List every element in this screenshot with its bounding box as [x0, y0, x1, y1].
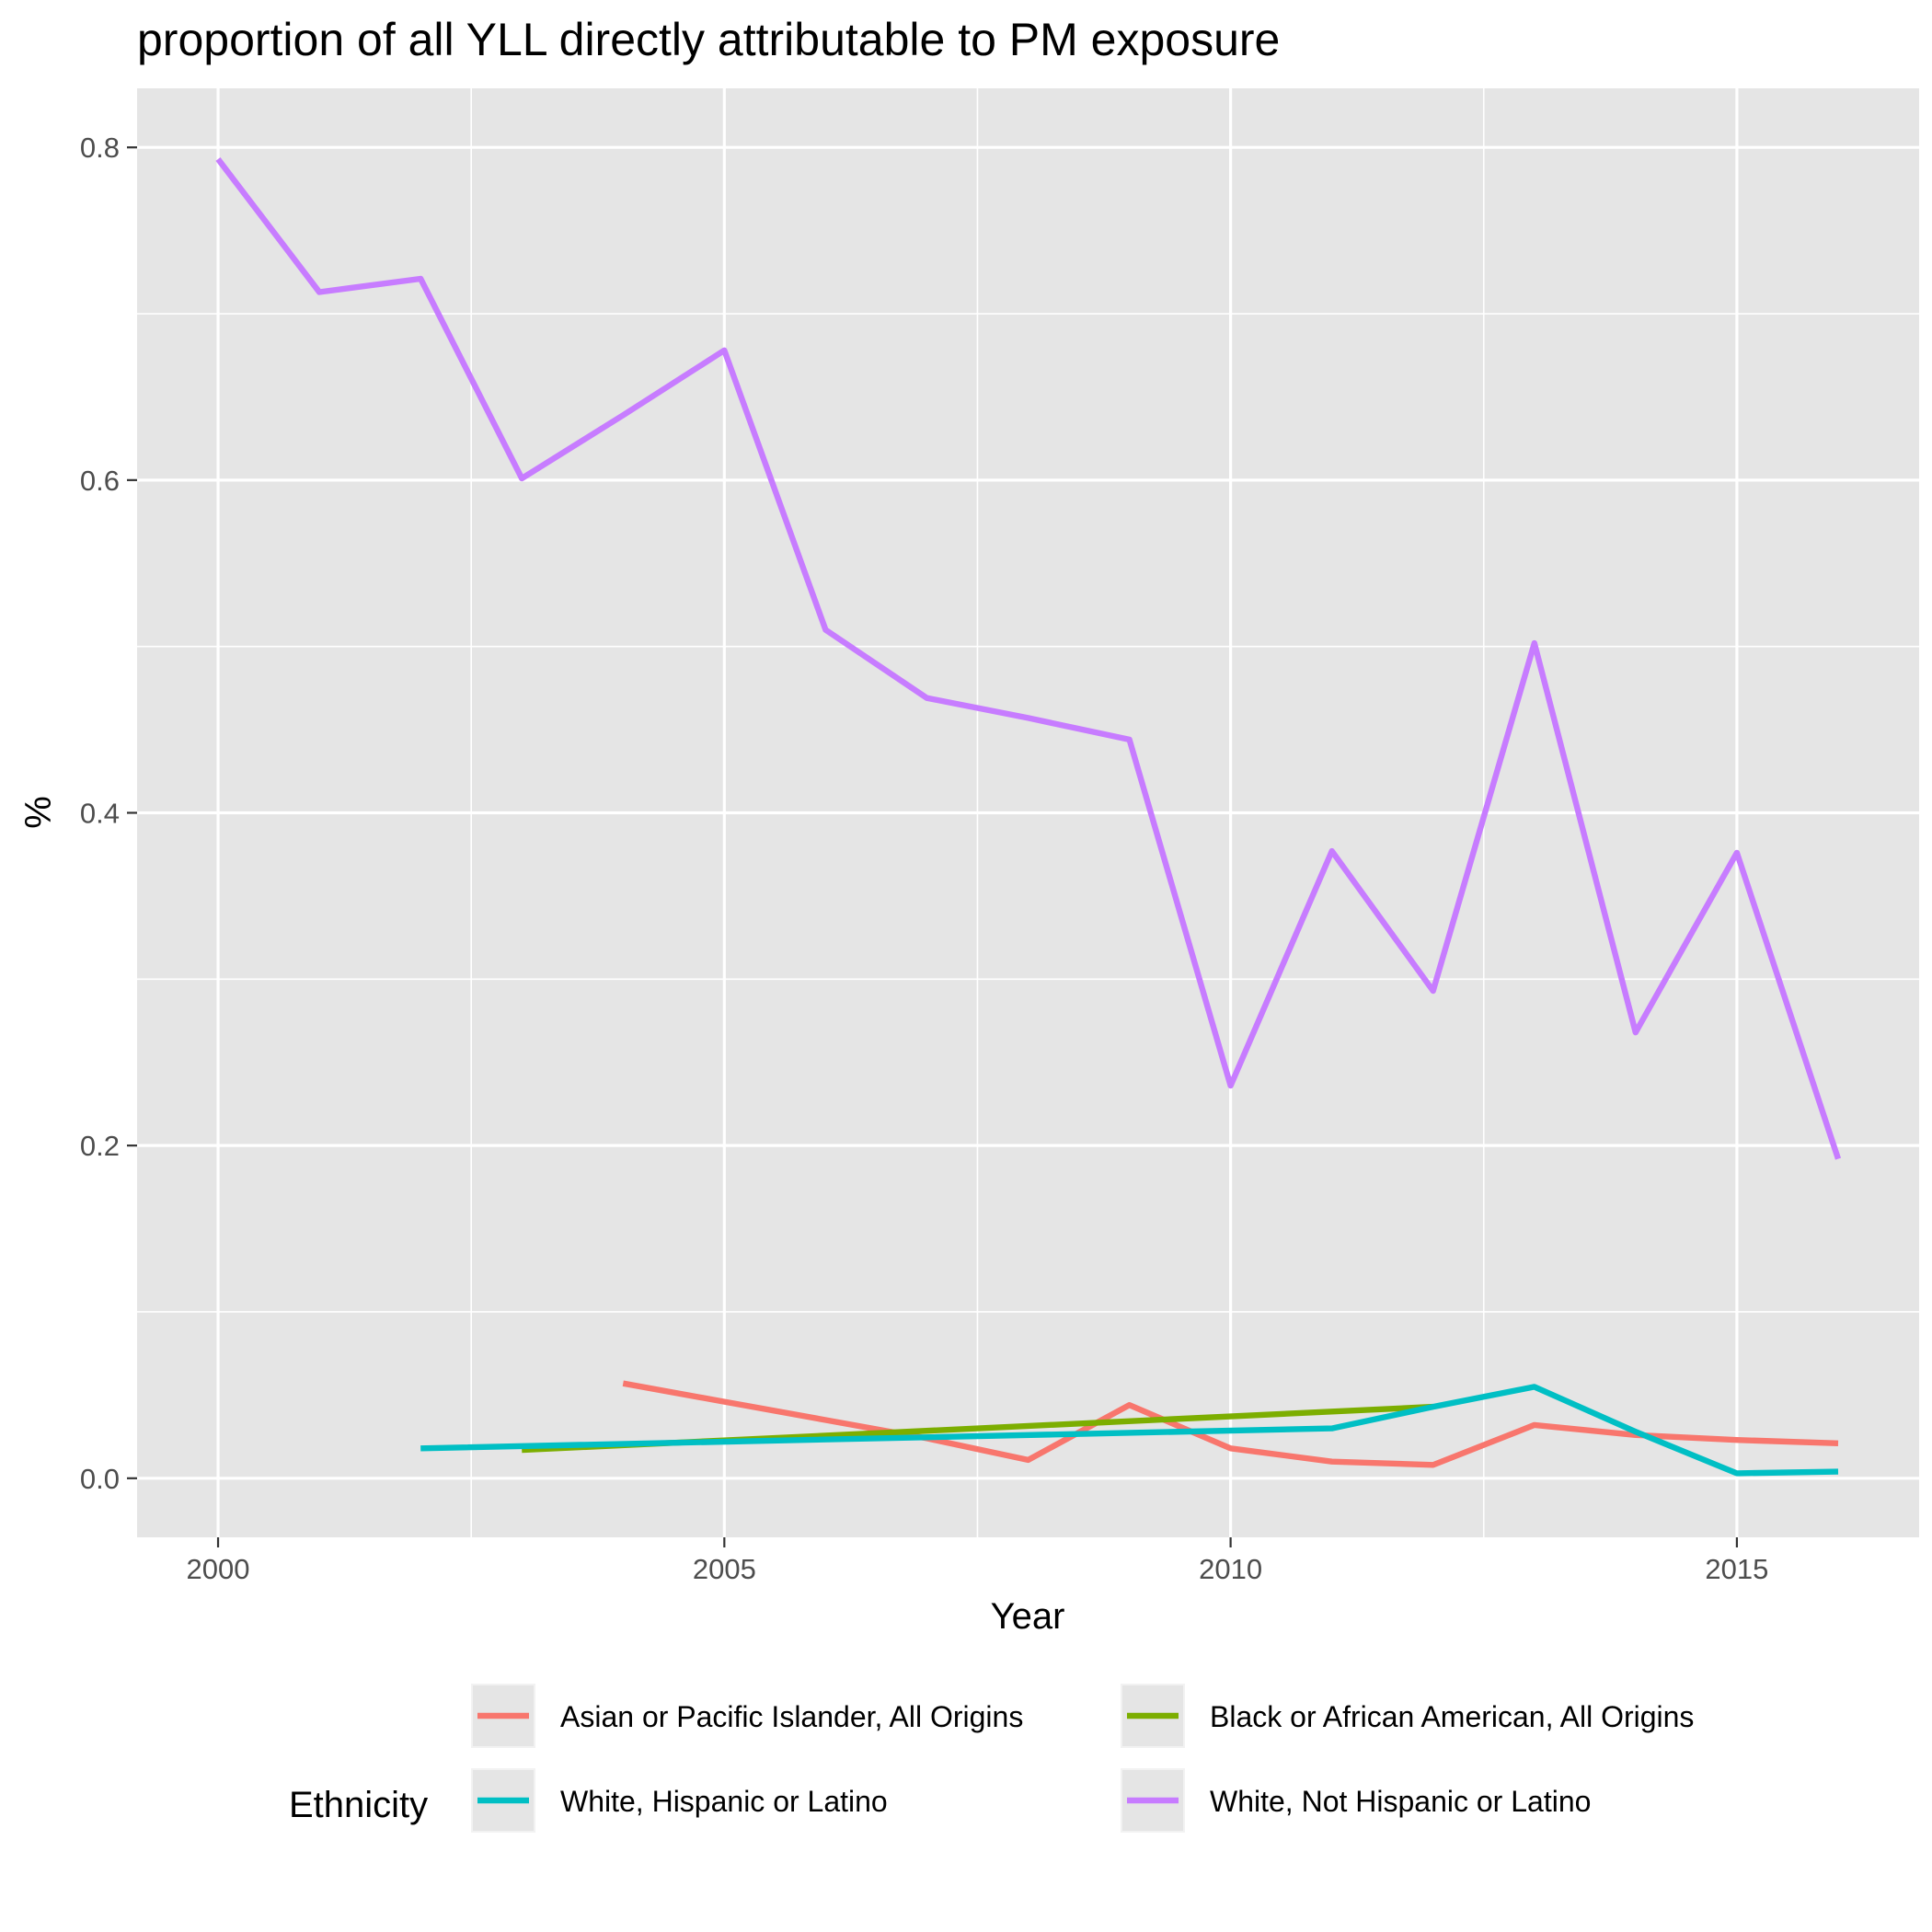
legend-label: Asian or Pacific Islander, All Origins	[560, 1700, 1023, 1733]
series-lines	[215, 156, 1842, 1477]
legend-label: White, Not Hispanic or Latino	[1210, 1785, 1591, 1818]
y-tick-label: 0.6	[80, 465, 120, 497]
y-axis-title: %	[18, 796, 59, 829]
x-tick-label: 2000	[187, 1553, 250, 1585]
legend-label: Black or African American, All Origins	[1210, 1700, 1694, 1733]
grid-lines	[137, 88, 1919, 1537]
chart-title: proportion of all YLL directly attributa…	[137, 14, 1280, 65]
y-tick-label: 0.8	[80, 132, 120, 164]
y-tick-label: 0.0	[80, 1463, 120, 1495]
legend-title: Ethnicity	[289, 1785, 428, 1825]
series-line	[215, 156, 1842, 1160]
legend-label: White, Hispanic or Latino	[560, 1785, 888, 1818]
y-axis: 0.0 0.2 0.4 0.6 0.8	[80, 132, 137, 1495]
x-axis-title: Year	[991, 1596, 1065, 1637]
series-line	[622, 1380, 1839, 1468]
series-line	[420, 1384, 1839, 1477]
x-tick-label: 2015	[1705, 1553, 1768, 1585]
y-tick-label: 0.4	[80, 798, 120, 830]
x-tick-label: 2005	[693, 1553, 756, 1585]
legend: Ethnicity Asian or Pacific Islander, All…	[289, 1684, 1694, 1833]
y-tick-label: 0.2	[80, 1130, 120, 1162]
x-axis: 2000 2005 2010 2015	[187, 1537, 1768, 1585]
x-tick-label: 2010	[1199, 1553, 1262, 1585]
